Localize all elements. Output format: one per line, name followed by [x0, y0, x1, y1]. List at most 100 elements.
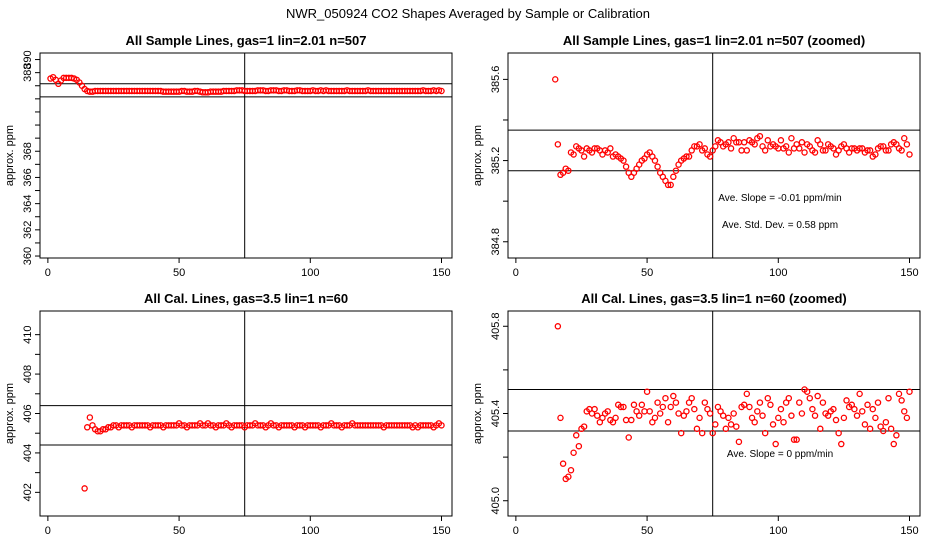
- data-point: [68, 74, 75, 82]
- data-point: [270, 422, 277, 429]
- data-point: [557, 414, 564, 422]
- data-point: [895, 390, 903, 398]
- y-tick-label: 366: [22, 168, 34, 186]
- x-tick-label: 150: [900, 525, 918, 537]
- data-point: [570, 151, 577, 158]
- y-tick-label: 368: [22, 142, 34, 160]
- data-point: [780, 418, 787, 426]
- data-point: [438, 422, 445, 429]
- panel-title: All Sample Lines, gas=1 lin=2.01 n=507 (…: [563, 33, 865, 48]
- data-point: [906, 388, 913, 395]
- data-point: [785, 394, 793, 402]
- x-tick-label: 100: [769, 525, 787, 537]
- data-point: [635, 412, 643, 419]
- y-tick-label: 404: [22, 444, 34, 462]
- data-point: [798, 410, 806, 417]
- data-point: [869, 405, 877, 413]
- data-point: [893, 432, 900, 439]
- data-point: [691, 405, 698, 413]
- data-point: [751, 141, 758, 148]
- data-point: [790, 436, 798, 443]
- data-point: [743, 390, 751, 398]
- data-point: [591, 145, 598, 152]
- x-tick-label: 0: [513, 267, 519, 279]
- data-point: [580, 153, 588, 160]
- data-point: [848, 145, 856, 152]
- data-point: [730, 410, 737, 417]
- data-point: [612, 414, 619, 422]
- data-point: [898, 397, 905, 404]
- data-point: [296, 422, 304, 429]
- data-point: [838, 440, 845, 448]
- annotation-text: Ave. Std. Dev. = 0.58 ppm: [722, 220, 838, 231]
- data-point: [764, 137, 772, 144]
- data-point: [604, 408, 611, 415]
- data-point: [286, 422, 293, 429]
- data-point: [901, 134, 908, 142]
- plot-frame: [507, 52, 921, 259]
- data-point: [123, 422, 130, 429]
- data-point: [559, 460, 567, 467]
- data-point: [191, 422, 199, 429]
- data-point: [727, 421, 735, 428]
- data-point: [438, 87, 445, 95]
- data-point: [236, 422, 243, 429]
- data-point: [832, 416, 840, 424]
- x-tick-label: 0: [45, 525, 51, 537]
- data-point: [343, 422, 351, 429]
- data-point: [656, 410, 664, 417]
- data-point: [567, 466, 575, 474]
- x-tick-label: 100: [301, 525, 319, 537]
- data-point: [793, 436, 800, 443]
- data-point: [551, 76, 559, 83]
- data-point: [817, 425, 824, 433]
- data-point: [620, 157, 627, 164]
- data-point: [675, 410, 682, 417]
- data-point: [872, 151, 879, 158]
- data-point: [638, 401, 646, 409]
- y-axis-label: approx. ppm: [472, 125, 484, 186]
- data-point: [727, 145, 735, 152]
- y-axis-label: approx. ppm: [4, 125, 16, 186]
- data-point: [706, 153, 714, 160]
- data-point: [856, 390, 863, 398]
- data-point: [901, 408, 908, 415]
- data-point: [761, 147, 769, 154]
- data-point: [617, 403, 625, 411]
- data-point: [777, 405, 785, 413]
- x-tick-label: 0: [45, 267, 51, 279]
- data-point: [864, 147, 871, 154]
- y-tick-label: 405.8: [490, 313, 502, 341]
- x-tick-label: 50: [641, 525, 653, 537]
- data-point: [141, 422, 149, 429]
- data-point: [646, 408, 653, 415]
- data-point: [620, 403, 627, 411]
- data-point: [733, 139, 740, 146]
- data-point: [404, 422, 411, 429]
- panel-title: All Cal. Lines, gas=3.5 lin=1 n=60: [144, 291, 348, 306]
- panel-title: All Sample Lines, gas=1 lin=2.01 n=507: [126, 33, 367, 48]
- y-tick-label: 385.2: [490, 147, 502, 175]
- data-point: [751, 418, 758, 426]
- data-point: [877, 143, 884, 150]
- chart-panel-4: All Cal. Lines, gas=3.5 lin=1 n=60 (zoom…: [472, 291, 921, 537]
- data-point: [217, 422, 225, 429]
- data-point: [662, 394, 669, 402]
- data-point: [94, 427, 101, 435]
- data-point: [866, 425, 874, 433]
- y-tick-label: 364: [22, 194, 34, 212]
- data-point: [843, 397, 850, 404]
- data-point: [706, 410, 714, 417]
- data-point: [664, 181, 672, 189]
- data-point: [853, 412, 861, 419]
- y-tick-label: 405.4: [490, 400, 502, 428]
- data-point: [903, 141, 911, 148]
- data-point: [570, 449, 577, 457]
- data-point: [882, 418, 890, 426]
- data-point: [672, 167, 680, 174]
- data-point: [322, 422, 330, 429]
- x-tick-label: 50: [641, 267, 653, 279]
- y-tick-label: 384.8: [490, 228, 502, 256]
- data-point: [104, 424, 112, 431]
- data-point: [425, 422, 432, 429]
